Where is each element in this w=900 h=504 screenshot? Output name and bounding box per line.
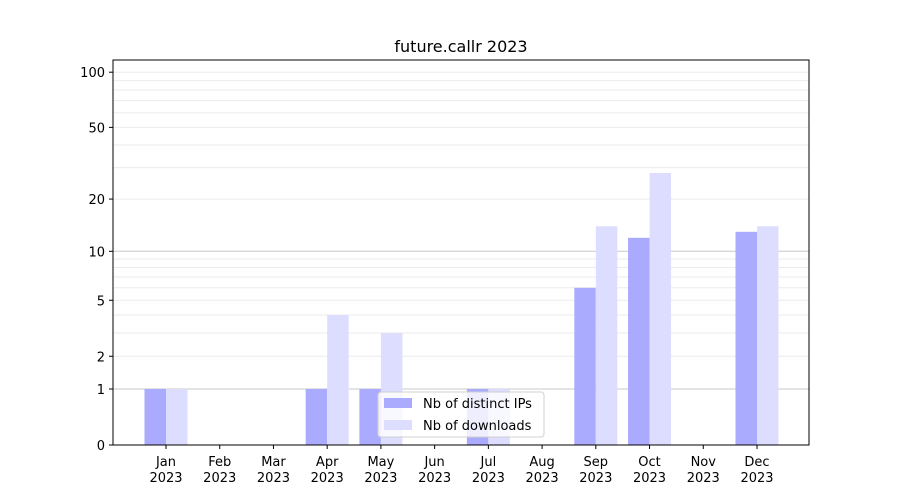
x-tick-label: 2023 <box>472 471 505 486</box>
x-tick-label: Jul <box>480 455 497 470</box>
x-tick-label: 2023 <box>364 471 397 486</box>
x-tick-label: 2023 <box>633 471 666 486</box>
y-tick-label: 100 <box>80 66 105 81</box>
x-tick-label: Mar <box>261 455 286 470</box>
bar-distinct-ips <box>628 237 650 445</box>
bar-downloads <box>166 389 188 445</box>
legend-swatch <box>384 398 412 408</box>
x-tick-label: Jan <box>155 455 176 470</box>
x-tick-label: Apr <box>316 455 339 470</box>
y-tick-label: 20 <box>88 193 105 208</box>
y-tick-label: 50 <box>88 121 105 136</box>
x-tick-label: 2023 <box>418 471 451 486</box>
x-tick-label: May <box>367 455 394 470</box>
bar-downloads <box>649 172 672 446</box>
bar-downloads <box>757 226 779 445</box>
x-tick-label: 2023 <box>687 471 720 486</box>
bar-distinct-ips <box>574 287 596 445</box>
x-tick-label: Nov <box>691 455 717 470</box>
bar-distinct-ips <box>144 389 166 445</box>
x-tick-label: 2023 <box>740 471 773 486</box>
legend-label: Nb of distinct IPs <box>423 397 532 412</box>
legend-swatch <box>384 420 412 430</box>
x-tick-label: 2023 <box>149 471 182 486</box>
bar-distinct-ips <box>305 389 328 445</box>
legend-box <box>377 391 545 438</box>
x-tick-label: Oct <box>638 455 660 470</box>
chart-title: future.callr 2023 <box>394 37 527 56</box>
bar-downloads <box>327 314 349 445</box>
legend-label: Nb of downloads <box>423 419 532 434</box>
x-tick-label: 2023 <box>579 471 612 486</box>
x-tick-label: 2023 <box>311 471 344 486</box>
bar-downloads <box>595 226 618 445</box>
x-tick-label: Dec <box>744 455 769 470</box>
x-tick-label: Aug <box>529 455 554 470</box>
x-tick-label: Jun <box>423 455 444 470</box>
y-tick-label: 1 <box>97 383 105 398</box>
y-tick-label: 2 <box>97 350 105 365</box>
x-tick-label: 2023 <box>203 471 236 486</box>
x-tick-label: Feb <box>208 455 231 470</box>
y-tick-label: 5 <box>97 294 105 309</box>
x-tick-label: Sep <box>584 455 609 470</box>
bar-distinct-ips <box>359 389 381 445</box>
y-tick-label: 10 <box>88 245 105 260</box>
plot-frame <box>112 59 810 446</box>
x-tick-label: 2023 <box>257 471 290 486</box>
bar-distinct-ips <box>735 231 757 445</box>
x-tick-label: 2023 <box>526 471 559 486</box>
y-tick-label: 0 <box>97 439 105 454</box>
